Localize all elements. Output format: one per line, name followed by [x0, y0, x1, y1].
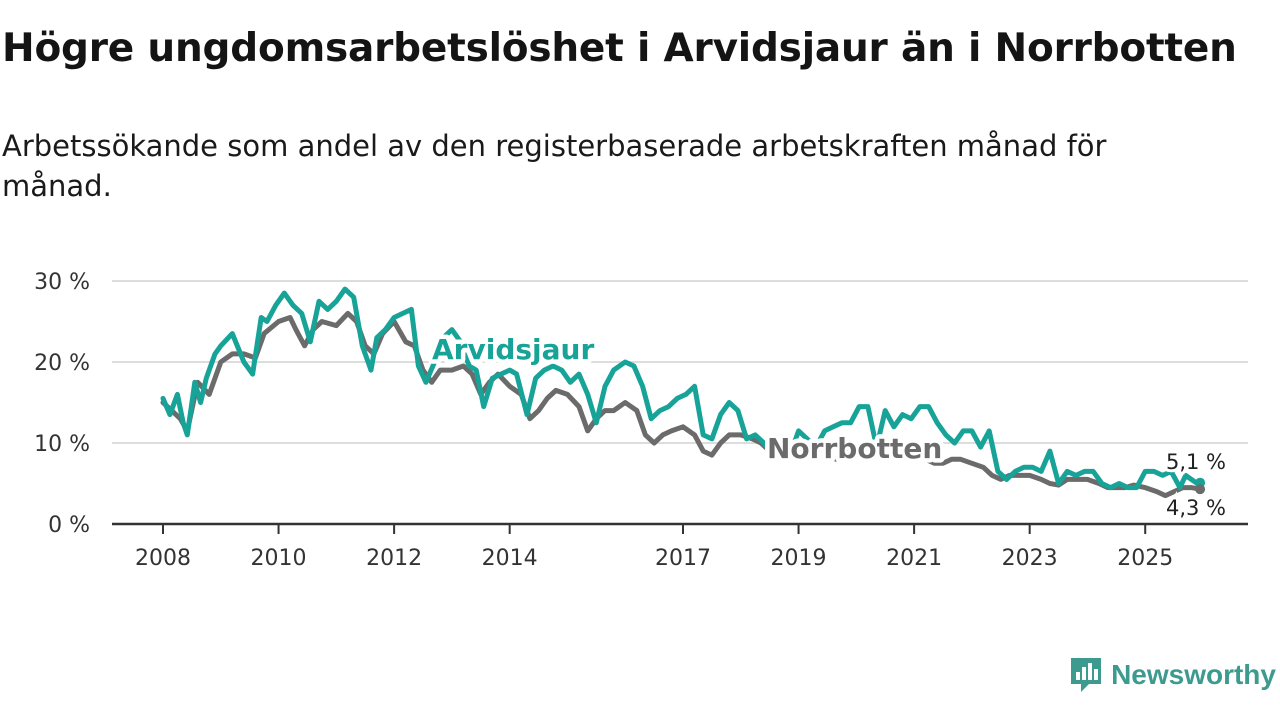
x-tick-label: 2008	[135, 546, 191, 571]
x-axis: 2008 2010 2012 2014 2017 2019 2021 2023 2025	[112, 522, 1248, 571]
x-tick-label: 2017	[655, 546, 711, 571]
x-tick-label: 2023	[1002, 546, 1058, 571]
x-tick-label: 2025	[1117, 546, 1173, 571]
series-labels: Arvidsjaur Norrbotten 5,1 % 4,3 %	[428, 329, 1230, 524]
end-label-arvidsjaur: 5,1 %	[1166, 450, 1226, 474]
y-tick-label: 10 %	[34, 432, 90, 457]
end-point-norrbotten	[1195, 484, 1206, 495]
x-tick-label: 2019	[771, 546, 827, 571]
y-tick-label: 30 %	[34, 270, 90, 295]
x-tick-label: 2021	[886, 546, 942, 571]
x-tick-label: 2014	[482, 546, 538, 571]
brand-name: Newsworthy	[1111, 659, 1276, 690]
end-label-norrbotten: 4,3 %	[1166, 496, 1226, 520]
chart-subtitle: Arbetssökande som andel av den registerb…	[2, 129, 1107, 203]
brand-logo: Newsworthy	[1069, 656, 1276, 694]
series-line-norrbotten	[160, 310, 1203, 499]
series-label-norrbotten: Norrbotten	[767, 432, 942, 465]
x-tick-label: 2012	[366, 546, 422, 571]
chart-title: Högre ungdomsarbetslöshet i Arvidsjaur ä…	[2, 26, 1237, 71]
series-line-arvidsjaur	[160, 286, 1203, 491]
y-tick-label: 20 %	[34, 351, 90, 376]
x-tick-label: 2010	[251, 546, 307, 571]
y-axis: 0 % 10 % 20 % 30 %	[34, 270, 90, 538]
gridlines	[112, 280, 1248, 444]
newsworthy-logo-icon	[1069, 656, 1103, 694]
series-label-arvidsjaur: Arvidsjaur	[432, 333, 594, 366]
y-tick-label: 0 %	[48, 513, 90, 538]
series-lines	[160, 286, 1203, 499]
